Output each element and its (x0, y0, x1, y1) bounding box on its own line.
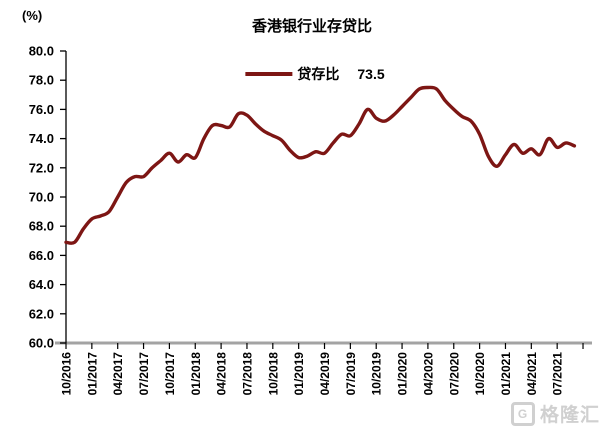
x-tick-label: 04/2020 (421, 352, 435, 396)
y-tick-label: 74.0 (29, 131, 54, 146)
x-tick-label: 04/2021 (525, 352, 539, 396)
watermark-text: 格隆汇 (539, 405, 600, 426)
loan-deposit-ratio-line (64, 85, 577, 245)
x-tick-label: 01/2019 (292, 352, 306, 396)
y-tick-label: 60.0 (29, 336, 54, 351)
x-tick-label: 10/2017 (163, 352, 177, 396)
y-tick-label: 70.0 (29, 190, 54, 205)
gelonghui-logo-icon: G (510, 401, 535, 426)
x-tick-label: 10/2019 (370, 352, 384, 396)
y-tick-label: 66.0 (29, 248, 54, 263)
x-tick-label: 10/2018 (266, 352, 280, 396)
x-tick-label: 10/2020 (473, 352, 487, 396)
x-tick-label: 07/2020 (447, 352, 461, 396)
y-axis-unit-label: (%) (22, 8, 43, 23)
x-tick-label: 04/2017 (111, 352, 125, 396)
x-tick-label: 01/2018 (189, 352, 203, 396)
legend-series-label: 贷存比 (297, 66, 340, 82)
x-tick-label: 04/2018 (215, 352, 229, 396)
y-tick-label: 72.0 (29, 160, 54, 175)
x-tick-label: 07/2019 (344, 352, 358, 396)
y-tick-label: 76.0 (29, 102, 54, 117)
y-tick-label: 78.0 (29, 73, 54, 88)
legend: 贷存比 73.5 (245, 64, 385, 84)
y-tick-label: 80.0 (29, 44, 54, 59)
x-tick-label: 01/2017 (85, 352, 99, 396)
x-tick-label: 10/2016 (60, 352, 74, 396)
x-tick-label: 07/2017 (137, 352, 151, 396)
x-tick-label: 07/2021 (551, 352, 565, 396)
x-tick-label: 04/2019 (318, 352, 332, 396)
x-tick-label: 01/2020 (396, 352, 410, 396)
y-tick-label: 68.0 (29, 219, 54, 234)
legend-line-swatch (245, 72, 293, 76)
legend-current-value: 73.5 (357, 66, 385, 82)
x-tick-label: 01/2021 (499, 352, 513, 396)
y-tick-label: 64.0 (29, 277, 54, 292)
x-tick-label: 07/2018 (240, 352, 254, 396)
y-tick-label: 62.0 (29, 306, 54, 321)
chart-title: 香港银行业存贷比 (251, 18, 373, 35)
watermark: G 格隆汇 (510, 400, 600, 427)
